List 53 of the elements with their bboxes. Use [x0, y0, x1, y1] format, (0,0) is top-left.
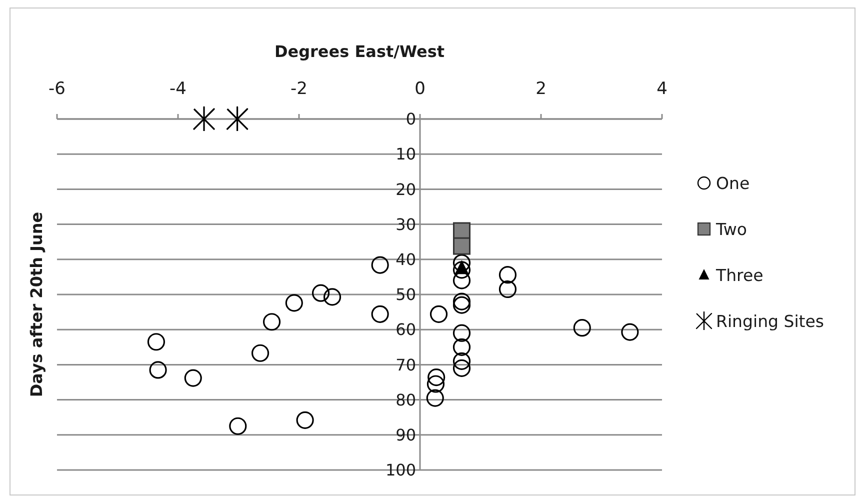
point [498, 280, 517, 298]
x-tick-label: 2 [536, 79, 546, 99]
point [621, 323, 639, 341]
point [371, 305, 389, 323]
y-tick-label: 70 [396, 355, 416, 374]
x-tick-label: -4 [170, 79, 186, 99]
point [296, 411, 314, 429]
point [452, 338, 471, 356]
y-tick-label: 0 [406, 110, 416, 129]
legend-label: Two [715, 220, 747, 239]
y-tick-label: 60 [396, 320, 416, 340]
point [426, 375, 445, 393]
point [323, 288, 342, 306]
point [251, 344, 270, 362]
point [452, 359, 471, 378]
point [371, 256, 389, 274]
point [285, 294, 303, 312]
y-tick-label: 40 [396, 250, 416, 269]
y-tick-label: 10 [396, 144, 416, 164]
y-axis-title: Days after 20th June [27, 212, 46, 398]
point [428, 368, 446, 386]
point [229, 417, 247, 435]
y-tick-label: 90 [396, 426, 416, 444]
point [452, 324, 471, 342]
y-tick-label: 80 [396, 390, 416, 410]
y-tick-label: 30 [396, 214, 416, 234]
point [184, 369, 202, 387]
point [226, 106, 248, 132]
y-tick-label: 20 [396, 180, 416, 199]
point [452, 237, 470, 255]
point [149, 361, 167, 379]
point [452, 352, 471, 370]
point [193, 106, 215, 132]
y-tick-label: 50 [396, 285, 416, 304]
point [452, 292, 471, 310]
point [452, 296, 471, 314]
point [452, 254, 471, 272]
x-tick-label: -6 [48, 79, 66, 99]
point [312, 284, 330, 302]
point [573, 319, 591, 337]
legend-label: One [716, 174, 750, 193]
x-axis-title: Degrees East/West [274, 42, 445, 61]
point [452, 261, 471, 279]
x-tick-label: 4 [656, 79, 668, 99]
point [147, 333, 166, 351]
point [430, 305, 448, 323]
point [498, 266, 517, 284]
x-tick-label: -2 [290, 79, 308, 99]
legend-label: Three [715, 266, 764, 285]
point [426, 389, 444, 407]
legend-label: Ringing Sites [716, 312, 824, 331]
point [262, 313, 281, 331]
y-tick-label: 100 [385, 460, 416, 480]
